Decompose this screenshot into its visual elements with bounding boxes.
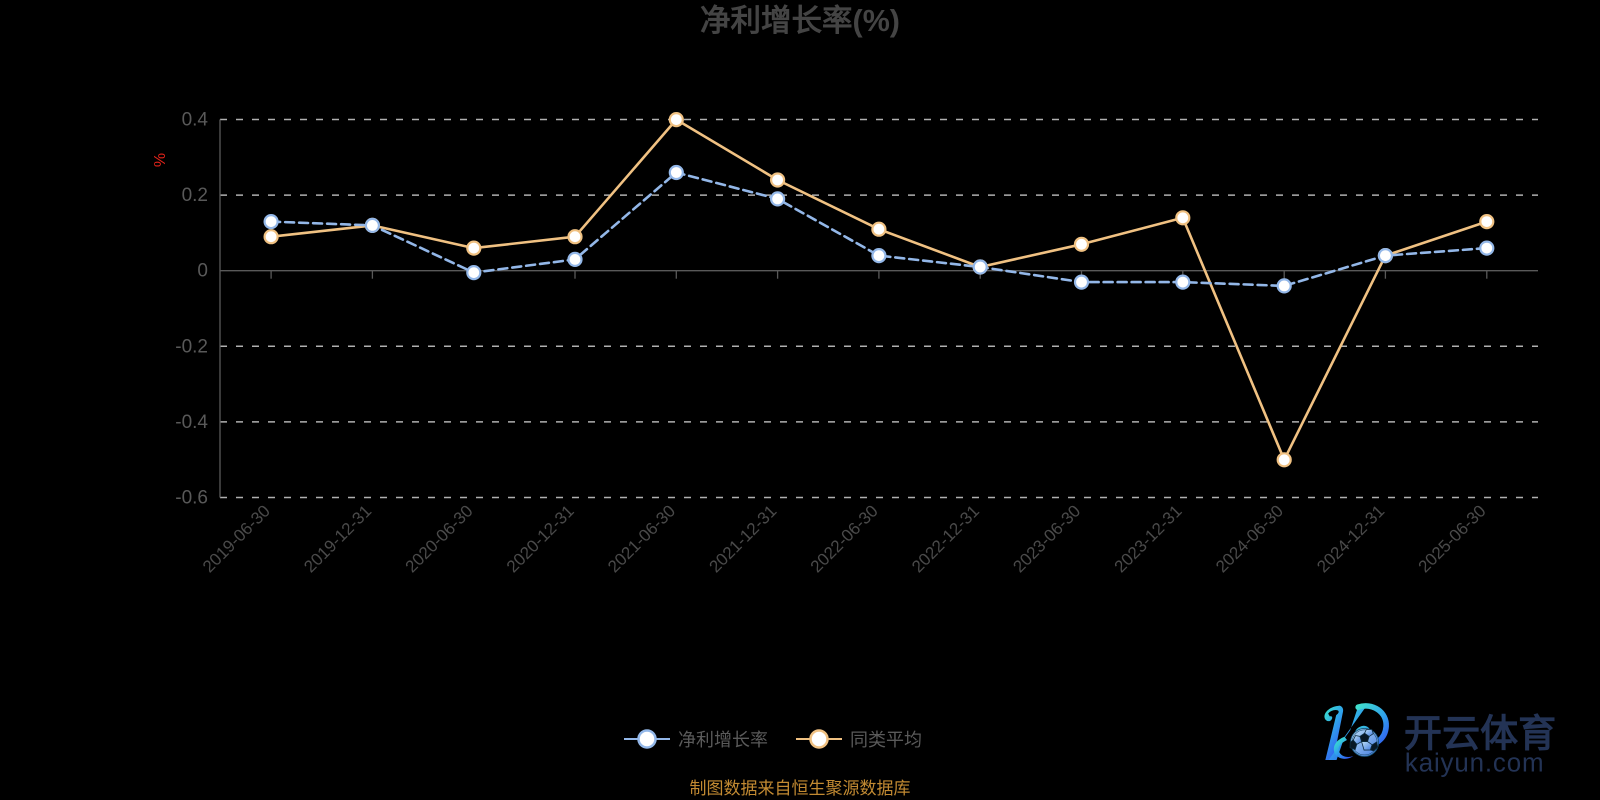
svg-text:净利增长率(%): 净利增长率(%)	[700, 4, 900, 38]
svg-text:kaiyun.com: kaiyun.com	[1405, 749, 1544, 777]
svg-text:0.4: 0.4	[182, 110, 209, 131]
svg-text:0: 0	[197, 261, 208, 282]
svg-text:-0.2: -0.2	[175, 336, 208, 357]
svg-text:0.2: 0.2	[182, 185, 208, 206]
svg-text:%: %	[152, 153, 169, 167]
svg-text:-0.6: -0.6	[175, 488, 208, 509]
svg-text:-0.4: -0.4	[175, 412, 208, 433]
